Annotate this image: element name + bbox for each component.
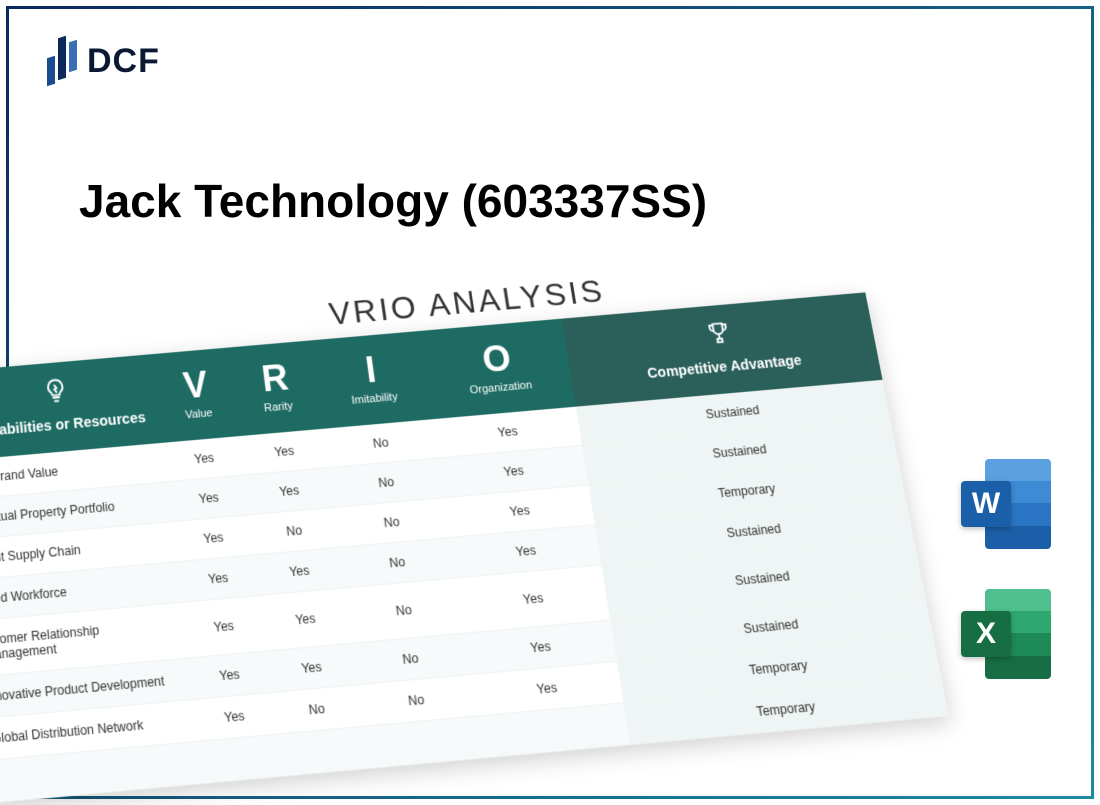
cell-value: Yes (167, 475, 251, 522)
col-rarity: R Rarity (230, 340, 322, 436)
cell-value (196, 734, 282, 784)
excel-icon: X (961, 589, 1051, 679)
col-value: V Value (153, 347, 242, 443)
logo: DCF (47, 37, 160, 85)
cell-imitability: No (343, 578, 465, 644)
cell-value: Yes (191, 693, 277, 742)
logo-bars-icon (47, 37, 77, 85)
vrio-table: Capabilities or Resources V Value R Rari… (0, 292, 949, 803)
slide-frame: DCF Jack Technology (603337SS) VRIO ANAL… (6, 6, 1094, 799)
col-imitability: I Imitability (311, 331, 434, 429)
cell-value: Yes (181, 595, 268, 658)
cell-value: Yes (171, 515, 255, 562)
word-icon: W (961, 459, 1051, 549)
vrio-analysis-table: VRIO ANALYSIS Capabilities or Resources (0, 251, 949, 804)
file-type-icons: W X (961, 459, 1051, 679)
cell-value: Yes (187, 651, 273, 700)
logo-text: DCF (87, 42, 160, 81)
page-title: Jack Technology (603337SS) (79, 174, 707, 228)
cell-rarity: Yes (261, 588, 351, 651)
col-organization: O Organization (421, 319, 575, 420)
cell-rarity (277, 727, 366, 777)
cell-value: Yes (176, 555, 261, 603)
cell-imitability (361, 716, 483, 769)
